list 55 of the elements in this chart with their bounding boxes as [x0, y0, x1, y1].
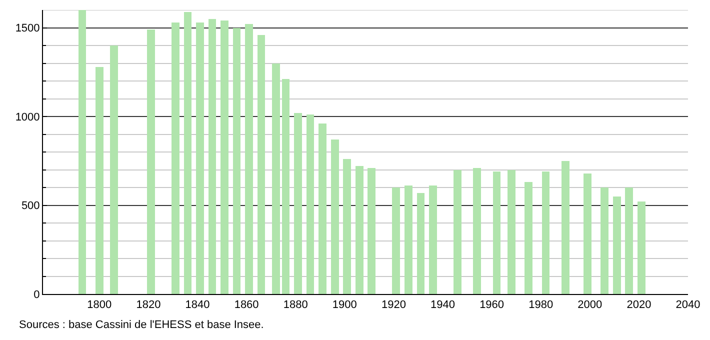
x-tick-label: 1920 [381, 299, 406, 312]
bar [612, 196, 621, 294]
bar [454, 170, 462, 294]
bar [95, 66, 104, 294]
bar [600, 188, 609, 294]
x-tick-label: 1940 [430, 299, 455, 312]
bar [392, 188, 400, 294]
x-tick-label: 2040 [676, 299, 700, 312]
bar [524, 182, 533, 294]
bar [282, 79, 290, 294]
x-tick-label: 1820 [136, 299, 161, 312]
bar [272, 63, 280, 294]
bar [220, 20, 228, 294]
bar [208, 18, 216, 294]
bar [257, 34, 266, 294]
x-tick-label: 1900 [332, 299, 357, 312]
bar [542, 172, 550, 294]
bar [318, 124, 327, 294]
bar [245, 24, 253, 294]
bar [625, 188, 634, 294]
x-tick-label: 2000 [578, 299, 602, 312]
bar [110, 46, 118, 294]
bar [368, 168, 376, 294]
x-tick-label: 1980 [528, 299, 554, 312]
bar [637, 202, 646, 294]
x-tick-label: 1880 [283, 299, 308, 312]
bar [429, 186, 437, 294]
bar [330, 140, 339, 294]
bar [184, 12, 192, 294]
x-tick-label: 2020 [626, 299, 652, 312]
y-tick-label: 1000 [15, 111, 40, 124]
source-note: Sources : base Cassini de l'EHESS et base Insee. [19, 319, 264, 331]
x-tick-label: 1840 [185, 299, 210, 312]
x-tick-label: 1860 [234, 299, 259, 312]
bar [561, 160, 570, 294]
bar [416, 192, 425, 294]
bar [404, 186, 412, 294]
bar [355, 166, 364, 294]
y-tick-label: 1500 [15, 22, 40, 35]
bar [78, 10, 86, 294]
bar [146, 30, 155, 294]
bar [492, 172, 501, 294]
bar [584, 173, 592, 294]
bar [508, 170, 516, 294]
bar [343, 159, 352, 294]
bar [306, 114, 314, 294]
bar [232, 28, 241, 294]
x-tick-label: 1800 [87, 299, 112, 312]
bar [196, 22, 204, 294]
y-tick-label: 0 [34, 288, 40, 301]
bar [294, 112, 302, 294]
y-tick-label: 500 [21, 200, 40, 212]
x-tick-label: 1960 [480, 299, 504, 312]
bar [172, 22, 180, 294]
bar [473, 168, 482, 294]
